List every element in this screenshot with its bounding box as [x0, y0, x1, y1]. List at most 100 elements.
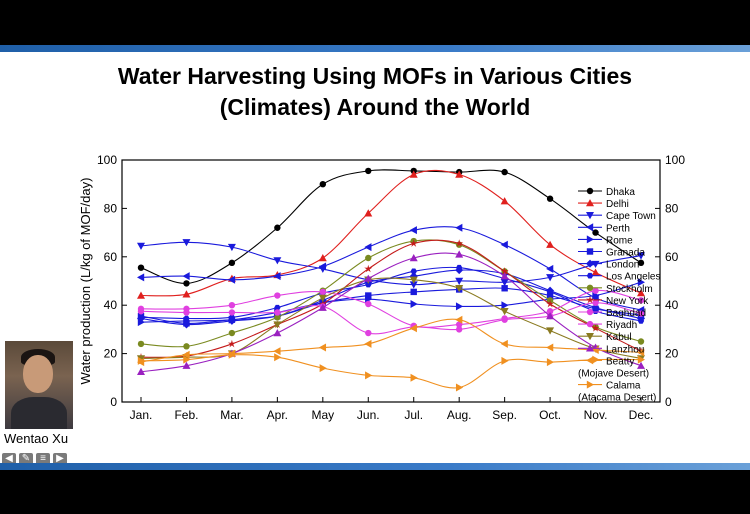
data-point — [274, 309, 281, 316]
legend-item: Los Angeles — [578, 272, 661, 283]
data-point — [637, 338, 645, 345]
series-delhi — [137, 169, 645, 299]
data-point — [319, 364, 327, 373]
legend-label: Lanzhou — [606, 344, 644, 355]
data-point — [273, 257, 282, 265]
data-point — [500, 339, 508, 348]
y2-tick-label: 40 — [665, 298, 679, 312]
legend-item: Riyadh — [578, 320, 637, 331]
y2-tick-label: 0 — [665, 395, 672, 409]
data-point — [637, 310, 645, 317]
data-point — [637, 361, 645, 369]
data-point — [546, 327, 555, 335]
legend-item: Perth — [578, 223, 630, 234]
data-point — [409, 324, 417, 333]
legend-marker — [586, 212, 594, 220]
slide-navigation: ◀ ✎ ≡ ▶ — [2, 453, 67, 467]
x-tick-label: Nov. — [584, 408, 608, 422]
slide-title-line1: Water Harvesting Using MOFs in Various C… — [117, 63, 633, 89]
pen-icon[interactable]: ✎ — [19, 453, 33, 465]
data-point — [273, 272, 281, 281]
data-point — [182, 361, 191, 369]
data-point — [592, 308, 599, 315]
data-point — [592, 287, 599, 294]
data-point — [137, 264, 145, 271]
legend-label: Beatty — [606, 356, 634, 367]
back-arrow-icon[interactable]: ◀ — [2, 453, 16, 465]
data-point — [273, 329, 282, 337]
legend-marker — [586, 248, 594, 255]
legend-marker — [586, 235, 594, 244]
x-tick-label: Jun. — [357, 408, 380, 422]
data-point — [592, 229, 599, 236]
legend-item: Beatty (Mojave Desert) — [578, 356, 649, 380]
legend-item: Stockholm — [578, 284, 653, 295]
data-point — [637, 348, 645, 357]
forward-arrow-icon[interactable]: ▶ — [53, 453, 67, 465]
series-line — [140, 287, 642, 324]
data-point — [365, 292, 372, 299]
series-line — [140, 226, 642, 311]
data-point — [455, 239, 464, 247]
data-point — [501, 168, 508, 176]
x-tick-label: Feb. — [174, 408, 198, 422]
slide-title-line2: (Climates) Around the World — [219, 94, 531, 120]
data-point — [546, 289, 554, 295]
data-point — [410, 268, 417, 275]
legend-label: Delhi — [606, 199, 629, 210]
y-tick-label: 0 — [110, 395, 117, 409]
data-point — [227, 243, 236, 252]
data-point — [137, 356, 145, 365]
data-point — [501, 301, 509, 310]
data-point — [273, 347, 281, 356]
data-point — [637, 297, 645, 304]
data-point — [455, 383, 464, 392]
data-point — [364, 243, 372, 252]
y2-tick-label: 80 — [665, 201, 679, 215]
series-line — [140, 302, 642, 335]
data-point — [364, 264, 373, 273]
series-line — [140, 169, 642, 297]
data-point — [592, 299, 599, 306]
series-line — [140, 289, 642, 328]
data-point — [227, 275, 236, 284]
data-point — [274, 353, 282, 362]
data-point — [546, 240, 555, 248]
legend-sublabel: (Atacama Desert) — [578, 393, 656, 404]
data-point — [591, 323, 600, 332]
data-point — [546, 195, 554, 202]
data-point — [364, 274, 373, 282]
data-point — [455, 315, 463, 324]
legend-label: Rome — [606, 235, 633, 246]
menu-icon[interactable]: ≡ — [36, 453, 50, 465]
data-point — [409, 226, 417, 235]
data-point — [137, 242, 145, 250]
y-tick-label: 80 — [104, 201, 118, 215]
data-point — [410, 288, 417, 296]
data-point — [364, 339, 372, 348]
data-point — [546, 274, 555, 282]
legend-item: Lanzhou — [578, 344, 644, 355]
data-point — [183, 315, 190, 322]
data-point — [274, 224, 281, 231]
y-tick-label: 20 — [104, 347, 118, 361]
legend-sublabel: (Mojave Desert) — [578, 369, 649, 380]
data-point — [182, 350, 190, 359]
legend-marker — [586, 187, 594, 195]
legend-item: Calama(Atacama Desert) — [578, 380, 656, 404]
data-point — [183, 343, 190, 350]
data-point — [365, 281, 372, 288]
data-point — [182, 290, 191, 298]
legend-item: London — [578, 259, 639, 271]
data-point — [410, 373, 418, 382]
data-point — [637, 278, 645, 287]
legend-marker — [586, 320, 594, 328]
legend-label: Baghdad — [606, 308, 646, 319]
legend-label: Calama — [606, 381, 641, 392]
data-point — [137, 367, 145, 375]
data-point — [365, 329, 372, 337]
data-point — [365, 300, 372, 308]
presenter-name: Wentao Xu — [4, 431, 69, 446]
data-point — [182, 320, 191, 329]
legend-label: Dhaka — [606, 187, 635, 198]
